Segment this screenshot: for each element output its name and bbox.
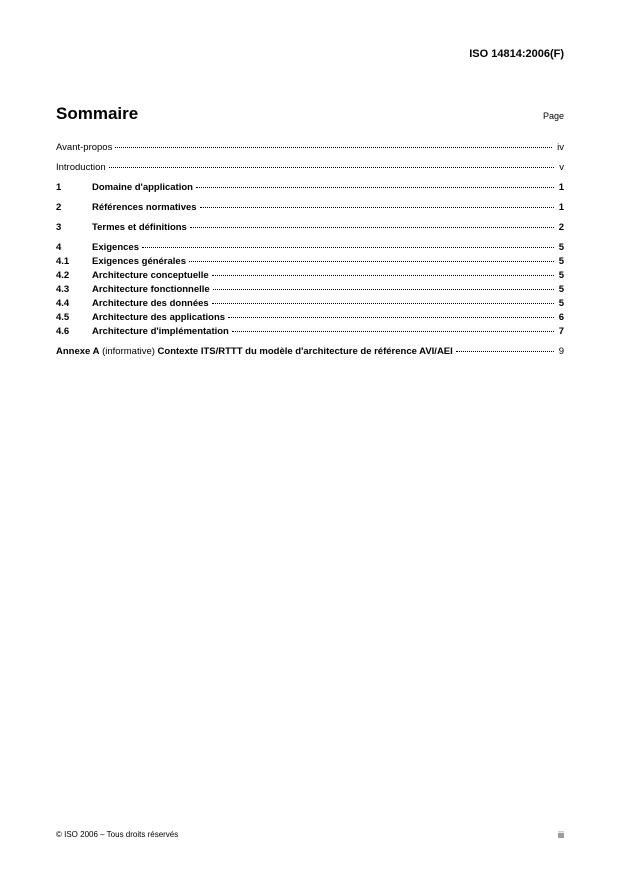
toc-entry-title: Domaine d'application bbox=[92, 182, 193, 193]
toc-entry-page: 2 bbox=[557, 222, 564, 233]
toc-leader-dots bbox=[228, 317, 554, 318]
toc-entry-number: 4.5 bbox=[56, 312, 92, 323]
toc-entry-title: Architecture des applications bbox=[92, 312, 225, 323]
page-column-label: Page bbox=[543, 111, 564, 121]
toc-entry: Introduction v bbox=[56, 162, 564, 173]
toc-leader-dots bbox=[213, 289, 554, 290]
title-row: Sommaire Page bbox=[56, 104, 564, 124]
document-id: ISO 14814:2006(F) bbox=[469, 48, 564, 60]
toc-entry-title: Introduction bbox=[56, 162, 106, 173]
toc-entry: 4Exigences 5 bbox=[56, 242, 564, 253]
toc-entry: 1Domaine d'application1 bbox=[56, 182, 564, 193]
toc-entry-title: Exigences générales bbox=[92, 256, 186, 267]
toc-entry-number: 4.1 bbox=[56, 256, 92, 267]
toc-entry-page: 7 bbox=[557, 326, 564, 337]
toc-entry: Avant-propos iv bbox=[56, 142, 564, 153]
page-footer: © ISO 2006 – Tous droits réservés iii bbox=[56, 830, 564, 840]
toc-entry-page: 1 bbox=[557, 202, 564, 213]
toc-entry-number: 4.2 bbox=[56, 270, 92, 281]
toc-entry-title: Références normatives bbox=[92, 202, 197, 213]
toc-entry-annex: Annexe A (informative) Contexte ITS/RTTT… bbox=[56, 346, 564, 357]
toc-entry-page: 5 bbox=[557, 270, 564, 281]
toc-entry-number: 1 bbox=[56, 182, 92, 193]
toc-leader-dots bbox=[189, 261, 554, 262]
toc-leader-dots bbox=[115, 147, 552, 148]
toc-entry-number: 4.3 bbox=[56, 284, 92, 295]
toc-entry-page: 5 bbox=[557, 284, 564, 295]
toc-entry: 3Termes et définitions 2 bbox=[56, 222, 564, 233]
document-header: ISO 14814:2006(F) bbox=[56, 48, 564, 60]
toc-entry-number: 2 bbox=[56, 202, 92, 213]
table-of-contents: Avant-proposivIntroductionv1Domaine d'ap… bbox=[56, 142, 564, 357]
toc-entry-number: 4.4 bbox=[56, 298, 92, 309]
toc-entry-number: 4 bbox=[56, 242, 92, 253]
toc-entry: 4.6Architecture d'implémentation 7 bbox=[56, 326, 564, 337]
toc-annex-title: Contexte ITS/RTTT du modèle d'architectu… bbox=[158, 346, 453, 357]
toc-entry-page: 1 bbox=[557, 182, 564, 193]
toc-entry: 4.2Architecture conceptuelle 5 bbox=[56, 270, 564, 281]
toc-annex-title-wrap: Annexe A (informative) Contexte ITS/RTTT… bbox=[56, 346, 453, 357]
toc-entry: 4.4Architecture des données 5 bbox=[56, 298, 564, 309]
toc-entry-page: v bbox=[557, 162, 564, 173]
toc-entry-page: 6 bbox=[557, 312, 564, 323]
toc-entry-title: Termes et définitions bbox=[92, 222, 187, 233]
toc-leader-dots bbox=[456, 351, 554, 352]
toc-annex-prefix: Annexe A bbox=[56, 346, 99, 357]
toc-annex-info: (informative) bbox=[99, 346, 157, 357]
toc-entry: 2Références normatives 1 bbox=[56, 202, 564, 213]
toc-leader-dots bbox=[212, 275, 554, 276]
toc-entry-title: Architecture fonctionnelle bbox=[92, 284, 210, 295]
toc-entry-title: Avant-propos bbox=[56, 142, 112, 153]
toc-entry-page: 5 bbox=[557, 242, 564, 253]
toc-entry-page: iv bbox=[555, 142, 564, 153]
toc-entry: 4.5Architecture des applications 6 bbox=[56, 312, 564, 323]
page-title: Sommaire bbox=[56, 104, 138, 124]
toc-leader-dots bbox=[232, 331, 554, 332]
toc-leader-dots bbox=[196, 187, 554, 188]
toc-entry: 4.1Exigences générales 5 bbox=[56, 256, 564, 267]
toc-leader-dots bbox=[142, 247, 554, 248]
toc-leader-dots bbox=[109, 167, 555, 168]
toc-leader-dots bbox=[200, 207, 554, 208]
toc-entry-number: 4.6 bbox=[56, 326, 92, 337]
toc-entry-page: 9 bbox=[557, 346, 564, 357]
toc-entry-page: 5 bbox=[557, 298, 564, 309]
toc-entry-title: Architecture des données bbox=[92, 298, 209, 309]
toc-leader-dots bbox=[190, 227, 554, 228]
toc-leader-dots bbox=[212, 303, 554, 304]
copyright-text: © ISO 2006 – Tous droits réservés bbox=[56, 830, 178, 840]
toc-entry-title: Architecture d'implémentation bbox=[92, 326, 229, 337]
toc-entry-title: Exigences bbox=[92, 242, 139, 253]
toc-entry-number: 3 bbox=[56, 222, 92, 233]
page-number: iii bbox=[558, 830, 564, 840]
toc-entry: 4.3Architecture fonctionnelle 5 bbox=[56, 284, 564, 295]
toc-entry-title: Architecture conceptuelle bbox=[92, 270, 209, 281]
toc-entry-page: 5 bbox=[557, 256, 564, 267]
